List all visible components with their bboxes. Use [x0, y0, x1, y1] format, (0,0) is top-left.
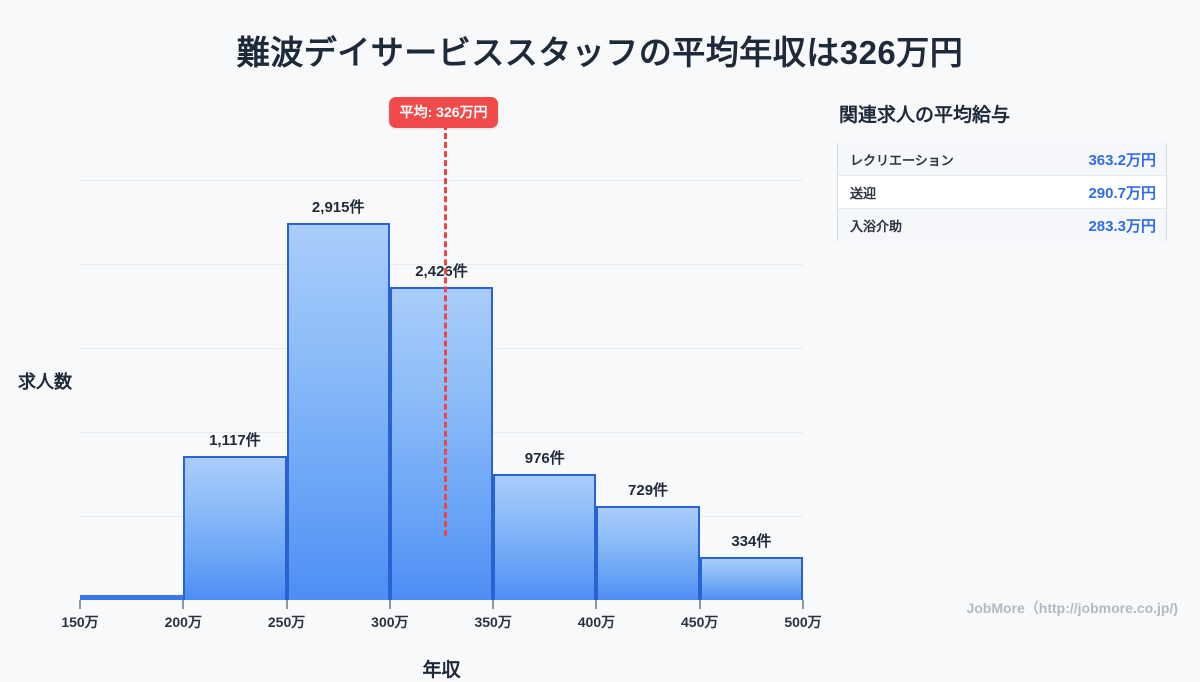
table-row[interactable]: 入浴介助 283.3万円 — [838, 209, 1166, 241]
x-axis-ticks: 150万 200万 250万 300万 350万 400万 450万 500万 — [61, 600, 822, 630]
x-tick-label: 150万 — [61, 614, 99, 630]
table-row-value: 363.2万円 — [1088, 151, 1156, 169]
x-tick-label: 350万 — [474, 614, 512, 630]
x-tick-mark — [699, 600, 701, 609]
bar[interactable] — [286, 223, 390, 600]
bar-value-label: 2,426件 — [415, 262, 468, 280]
bar-cell[interactable]: 976件 — [493, 180, 597, 600]
bar-cell[interactable]: 2,915件 — [286, 180, 390, 600]
footer-attribution: JobMore（http://jobmore.co.jp/) — [966, 600, 1178, 616]
page-title: 難波デイサービススタッフの平均年収は326万円 — [236, 34, 964, 71]
x-tick-label: 200万 — [164, 614, 202, 630]
x-tick-mark — [595, 600, 597, 609]
bar-cell[interactable] — [80, 180, 184, 600]
x-tick-label: 500万 — [784, 614, 822, 630]
x-tick-mark — [802, 600, 804, 609]
bar[interactable] — [699, 556, 803, 600]
table-row-label: 送迎 — [850, 185, 877, 201]
bar-value-label: 1,117件 — [209, 431, 261, 449]
bar[interactable] — [389, 286, 494, 600]
x-tick-mark — [182, 600, 184, 609]
related-salary-panel: 関連求人の平均給与 レクリエーション 363.2万円送迎 290.7万円入浴介助 28… — [837, 100, 1167, 241]
average-line — [443, 124, 447, 536]
table-row[interactable]: 送迎 290.7万円 — [838, 176, 1166, 209]
gridline — [80, 264, 803, 265]
y-axis-title: 求人数 — [18, 372, 72, 392]
bar-value-label: 729件 — [628, 481, 669, 499]
bar[interactable] — [493, 473, 597, 600]
x-tick-label: 300万 — [371, 614, 409, 630]
plot-area: 1,117件 2,915件 2,426件 976件 729件 334件 平均: 326万円 — [80, 97, 803, 600]
table-row-value: 290.7万円 — [1088, 184, 1156, 202]
bar-cell[interactable]: 729件 — [596, 180, 700, 600]
bar[interactable] — [596, 505, 700, 600]
infographic-page: 難波デイサービススタッフの平均年収は326万円 求人数 1,117件 2,915件… — [0, 34, 1178, 681]
bar-value-label: 2,915件 — [311, 199, 365, 217]
bar-cell[interactable]: 334件 — [699, 180, 803, 600]
table-row-label: レクリエーション — [850, 152, 954, 168]
x-tick-mark — [286, 600, 288, 609]
x-axis-title: 年収 — [422, 660, 461, 681]
related-salary-title: 関連求人の平均給与 — [839, 105, 1011, 126]
x-tick-mark — [389, 600, 391, 609]
x-tick-mark — [492, 600, 494, 609]
table-row-value: 283.3万円 — [1088, 217, 1156, 235]
average-badge: 平均: 326万円 — [388, 97, 499, 128]
bar-value-label: 976件 — [524, 449, 565, 467]
bar-series: 1,117件 2,915件 2,426件 976件 729件 334件 — [80, 180, 803, 600]
x-tick-mark — [79, 600, 81, 609]
x-tick-label: 450万 — [681, 614, 719, 630]
bar-value-label: 334件 — [731, 532, 772, 550]
histogram-chart: 求人数 1,117件 2,915件 2,426件 976件 729件 334件 平均: 3… — [0, 90, 830, 681]
gridline — [80, 180, 803, 181]
bar[interactable] — [80, 595, 184, 600]
related-salary-table: レクリエーション 363.2万円送迎 290.7万円入浴介助 283.3万円 — [837, 143, 1167, 241]
bar-cell[interactable]: 2,426件 — [389, 180, 494, 600]
bar[interactable] — [183, 455, 287, 600]
x-tick-label: 400万 — [577, 614, 616, 630]
x-tick-label: 250万 — [267, 614, 306, 630]
table-row-label: 入浴介助 — [850, 218, 903, 234]
table-row[interactable]: レクリエーション 363.2万円 — [838, 143, 1166, 176]
bar-cell[interactable]: 1,117件 — [183, 180, 287, 600]
